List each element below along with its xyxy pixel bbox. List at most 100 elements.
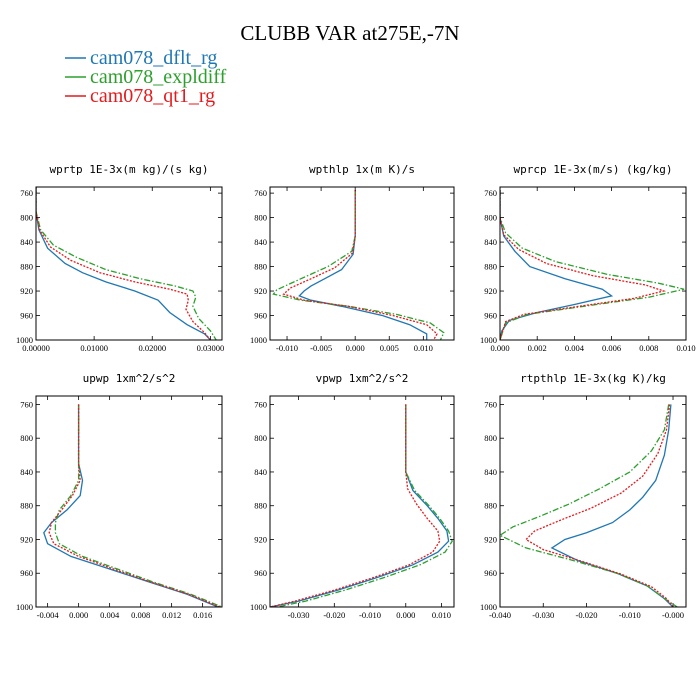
panel-1: wpthlp 1x(m K)/s 760 800 840 880 920 960 1000 -0… [250, 163, 455, 353]
x-tick-label: -0.005 [310, 343, 332, 353]
x-tick-label: 0.004 [565, 343, 585, 353]
panel-title: wprcp 1E-3x(m/s) (kg/kg) [514, 163, 673, 176]
y-tick-label: 840 [20, 467, 33, 477]
series-line-cam078_qt1_rg [500, 190, 667, 340]
y-tick-label: 1000 [480, 335, 497, 345]
y-tick-label: 1000 [250, 335, 267, 345]
plot-frame [499, 186, 687, 341]
y-tick-label: 800 [20, 433, 33, 443]
x-tick-label: -0.004 [37, 610, 60, 620]
series-line-cam078_expldiff [500, 404, 678, 607]
y-tick-label: 800 [484, 433, 497, 443]
x-tick-label: -0.010 [359, 610, 381, 620]
x-tick-label: 0.004 [100, 610, 120, 620]
legend-label-qt1: cam078_qt1_rg [90, 85, 215, 107]
panel-title: rtpthlp 1E-3x(kg K)/kg [520, 372, 666, 385]
x-tick-label: 0.010 [432, 610, 451, 620]
x-tick-label: 0.008 [131, 610, 150, 620]
y-tick-label: 840 [484, 467, 497, 477]
legend-label-expldiff: cam078_expldiff [90, 66, 227, 88]
y-tick-label: 880 [20, 501, 33, 511]
x-tick-label: -0.040 [489, 610, 511, 620]
panel-5: rtpthlp 1E-3x(kg K)/kg 760 800 840 880 920 960… [480, 372, 687, 620]
plot-frame [269, 186, 455, 341]
x-tick-label: 0.000 [346, 343, 365, 353]
y-tick-label: 800 [484, 213, 497, 223]
series-line-cam078_dflt_rg [43, 404, 219, 607]
y-tick-label: 800 [254, 213, 267, 223]
y-tick-label: 1000 [480, 602, 497, 612]
series-line-cam078_expldiff [500, 190, 685, 340]
x-tick-label: -0.020 [576, 610, 598, 620]
y-tick-label: 760 [254, 399, 267, 409]
plot-frame [35, 395, 223, 608]
series-group [500, 190, 685, 340]
y-tick-label: 760 [254, 188, 267, 198]
panels: wprtp 1E-3x(m kg)/(s kg) 760 800 840 880 920 9… [16, 163, 696, 620]
x-tick-label: 0.008 [639, 343, 658, 353]
series-line-cam078_expldiff [54, 404, 222, 607]
series-line-cam078_dflt_rg [500, 190, 614, 340]
y-tick-label: 760 [484, 188, 497, 198]
y-tick-label: 880 [484, 501, 497, 511]
y-tick-label: 760 [20, 188, 33, 198]
y-tick-label: 920 [254, 286, 267, 296]
y-tick-label: 880 [254, 501, 267, 511]
x-tick-label: -0.030 [288, 610, 310, 620]
y-tick-label: 760 [484, 399, 497, 409]
x-tick-label: 0.000 [396, 610, 415, 620]
panel-4: vpwp 1xm^2/s^2 760 800 840 880 920 960 1000 -0.0… [250, 372, 455, 620]
x-tick-label: -0.020 [323, 610, 345, 620]
x-tick-label: 0.01000 [80, 343, 108, 353]
series-line-cam078_qt1_rg [282, 190, 438, 340]
series-line-cam078_qt1_rg [36, 187, 211, 340]
y-tick-label: 800 [20, 213, 33, 223]
x-tick-label: -0.010 [619, 610, 641, 620]
y-tick-label: 840 [254, 467, 267, 477]
y-tick-label: 920 [484, 286, 497, 296]
y-tick-label: 960 [254, 568, 267, 578]
y-tick-label: 840 [484, 237, 497, 247]
x-tick-label: 0.010 [676, 343, 695, 353]
series-group [500, 404, 678, 607]
x-tick-label: -0.010 [276, 343, 298, 353]
y-tick-label: 920 [254, 534, 267, 544]
panel-title: vpwp 1xm^2/s^2 [316, 372, 409, 385]
panel-0: wprtp 1E-3x(m kg)/(s kg) 760 800 840 880 920 9… [16, 163, 224, 353]
x-tick-label: -0.030 [532, 610, 554, 620]
y-tick-label: 840 [20, 237, 33, 247]
series-line-cam078_dflt_rg [550, 404, 674, 607]
plot-frame [499, 395, 687, 608]
series-line-cam078_dflt_rg [270, 404, 450, 607]
x-tick-label: 0.012 [162, 610, 181, 620]
y-tick-label: 960 [20, 568, 33, 578]
x-tick-label: 0.03000 [197, 343, 225, 353]
y-tick-label: 880 [254, 262, 267, 272]
panel-title: upwp 1xm^2/s^2 [83, 372, 176, 385]
x-tick-label: 0.000 [69, 610, 88, 620]
series-group [43, 404, 222, 607]
panel-title: wprtp 1E-3x(m kg)/(s kg) [50, 163, 209, 176]
y-tick-label: 760 [20, 399, 33, 409]
x-tick-label: 0.006 [602, 343, 621, 353]
y-tick-label: 880 [484, 262, 497, 272]
series-line-cam078_expldiff [272, 190, 445, 340]
y-tick-label: 920 [484, 534, 497, 544]
legend: cam078_dflt_rg cam078_expldiff cam078_qt… [65, 47, 227, 107]
x-tick-label: 0.016 [193, 610, 212, 620]
panel-3: upwp 1xm^2/s^2 760 800 840 880 920 960 1000 -0.0… [16, 372, 223, 620]
y-tick-label: 960 [484, 311, 497, 321]
y-tick-label: 960 [20, 311, 33, 321]
y-tick-label: 960 [254, 311, 267, 321]
legend-label-dflt: cam078_dflt_rg [90, 47, 217, 69]
series-line-cam078_qt1_rg [270, 404, 441, 607]
y-tick-label: 1000 [16, 335, 33, 345]
series-line-cam078_expldiff [36, 187, 217, 340]
series-group [270, 404, 453, 607]
y-tick-label: 880 [20, 262, 33, 272]
series-line-cam078_dflt_rg [298, 190, 428, 340]
panel-2: wprcp 1E-3x(m/s) (kg/kg) 760 800 840 880 920 9… [480, 163, 696, 353]
x-tick-label: 0.00000 [22, 343, 50, 353]
plot-frame [269, 395, 455, 608]
